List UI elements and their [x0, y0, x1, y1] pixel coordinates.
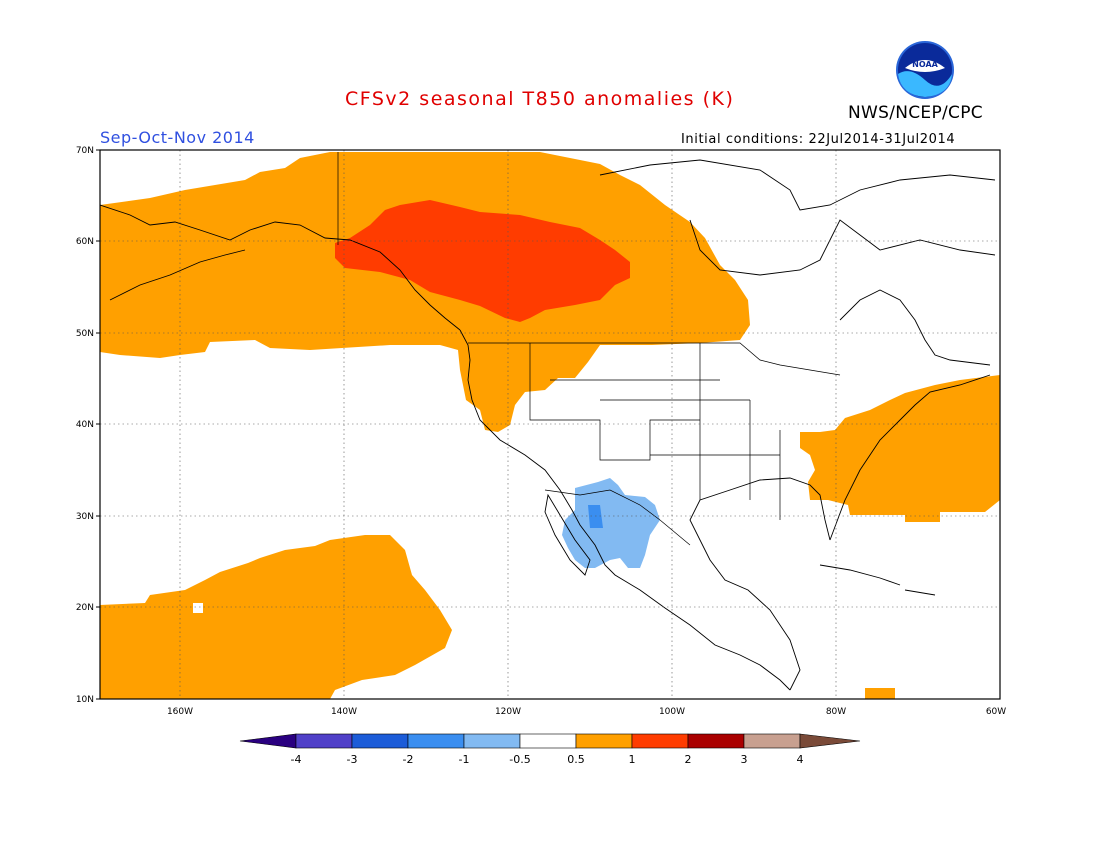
colorbar-bin [631, 733, 689, 749]
hispaniola-coastline [904, 589, 936, 596]
lat-label: 40N [76, 420, 94, 430]
lon-label: 140W [331, 707, 357, 717]
agency-label: NWS/NCEP/CPC [848, 103, 983, 123]
aleutian-islands [109, 249, 246, 301]
colorbar-label: -0.5 [509, 753, 530, 766]
us-west-coastline [459, 329, 791, 691]
map-title: CFSv2 seasonal T850 anomalies (K) [345, 88, 735, 110]
arctic-islands [599, 159, 996, 211]
warm-caribbean-patch [865, 688, 895, 699]
lon-label: 100W [659, 707, 685, 717]
lat-label: 50N [76, 329, 94, 339]
latitude-ticks [96, 149, 100, 700]
us-mexico-border [544, 489, 691, 546]
cuba-coastline [819, 564, 901, 586]
canada-us-border [468, 342, 841, 376]
colorbar-label: -2 [403, 753, 414, 766]
color-bar [239, 733, 861, 749]
warm-subtropical-pacific-anomaly [100, 535, 452, 699]
warm-hawaii-gap [193, 603, 203, 613]
cooler-mexico-core-anomaly [588, 505, 603, 528]
colorbar-bin [407, 733, 465, 749]
colorbar-arrow-low [239, 733, 297, 749]
colorbar-bin [351, 733, 409, 749]
lon-label: 120W [495, 707, 521, 717]
gulf-of-mexico-coast [689, 477, 831, 691]
warm-us-east-coast-anomaly [800, 375, 1000, 522]
colorbar-label: -1 [459, 753, 470, 766]
initial-conditions-label: Initial conditions: 22Jul2014-31Jul2014 [681, 132, 956, 147]
lat-label: 30N [76, 512, 94, 522]
colorbar-label: -3 [347, 753, 358, 766]
baja-california [544, 493, 591, 576]
coastlines [100, 159, 996, 691]
graticule [100, 150, 1000, 699]
us-east-coastline [829, 374, 991, 541]
anomaly-shading [100, 152, 1000, 699]
colorbar-label: 2 [685, 753, 692, 766]
colorbar-labels: -4 -3 -2 -1 -0.5 0.5 1 2 3 4 [291, 753, 804, 766]
colorbar-label: 3 [741, 753, 748, 766]
lon-label: 160W [167, 707, 193, 717]
noaa-logo: NOAA [896, 41, 954, 99]
colorbar-bin [519, 733, 577, 749]
lon-label: 60W [986, 707, 1006, 717]
hot-western-canada-anomaly [335, 200, 630, 322]
warm-north-pacific-canada-anomaly [100, 152, 750, 432]
latitude-labels: 70N 60N 50N 40N 30N 20N 10N [76, 146, 94, 705]
longitude-labels: 160W 140W 120W 100W 80W 60W [167, 707, 1006, 717]
colorbar-bin [575, 733, 633, 749]
alaska-coastline [100, 204, 461, 331]
svg-text:NOAA: NOAA [912, 60, 938, 69]
lon-label: 80W [826, 707, 846, 717]
colorbar-label: 1 [629, 753, 636, 766]
lat-label: 60N [76, 237, 94, 247]
hudson-bay-coast [689, 219, 996, 276]
colorbar-arrow-high [799, 733, 861, 749]
lat-label: 20N [76, 603, 94, 613]
colorbar-label: -4 [291, 753, 302, 766]
colorbar-label: 0.5 [567, 753, 585, 766]
state-borders [529, 343, 781, 520]
colorbar-bin [743, 733, 801, 749]
lat-label: 70N [76, 146, 94, 156]
colorbar-bin [295, 733, 353, 749]
cool-mexico-anomaly [562, 478, 660, 568]
season-label: Sep-Oct-Nov 2014 [100, 128, 255, 147]
colorbar-bin [463, 733, 521, 749]
colorbar-label: 4 [797, 753, 804, 766]
lat-label: 10N [76, 695, 94, 705]
labrador-coast [839, 289, 991, 366]
colorbar-bin [687, 733, 745, 749]
political-borders [337, 152, 841, 546]
